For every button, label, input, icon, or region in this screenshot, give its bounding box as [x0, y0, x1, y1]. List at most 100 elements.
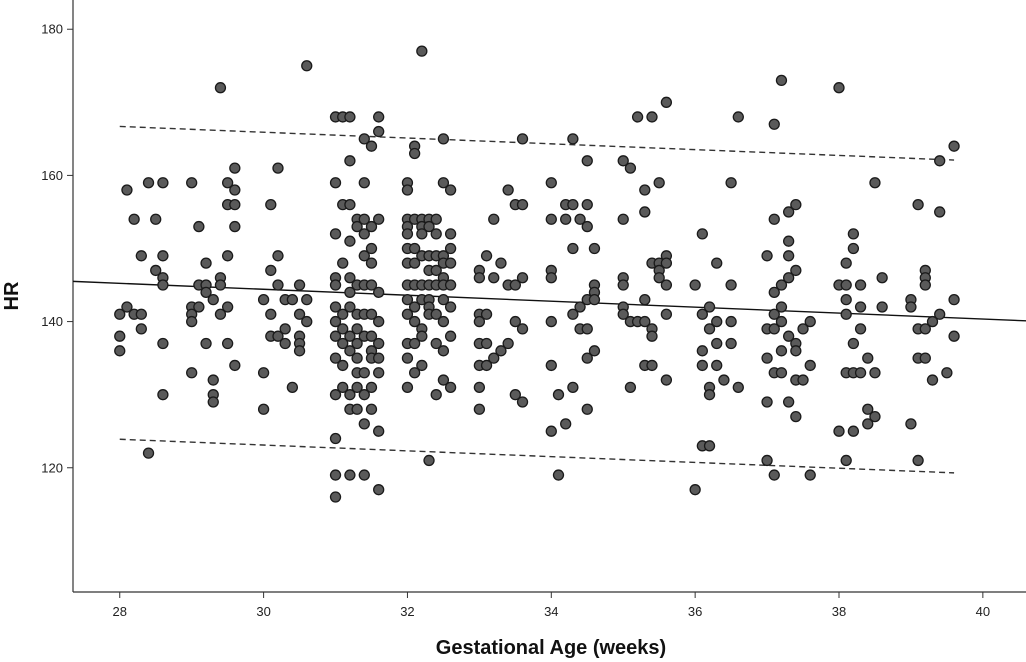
data-point: [567, 381, 579, 394]
data-point: [761, 396, 773, 408]
data-point: [408, 242, 421, 255]
data-point: [775, 367, 788, 379]
data-point: [344, 155, 356, 167]
data-point: [200, 286, 212, 298]
data-point: [207, 374, 219, 386]
data-point: [718, 374, 730, 386]
data-point: [186, 315, 198, 328]
data-point: [257, 367, 270, 379]
data-point: [926, 315, 939, 328]
data-point: [401, 381, 414, 394]
data-point: [128, 213, 140, 225]
lower-interval-line: [119, 438, 955, 474]
data-point: [142, 447, 155, 459]
data-point: [444, 279, 457, 291]
data-point: [293, 279, 306, 291]
data-point: [157, 250, 169, 262]
data-point: [840, 257, 852, 269]
data-point: [344, 345, 356, 357]
data-point: [373, 352, 385, 364]
data-point: [157, 389, 169, 401]
data-point: [408, 147, 421, 160]
data-point: [229, 359, 241, 372]
data-point: [711, 359, 723, 372]
data-point: [293, 308, 306, 320]
data-point: [581, 403, 593, 415]
data-point: [761, 352, 773, 364]
data-point: [588, 294, 601, 306]
data-point: [444, 184, 457, 196]
data-point: [545, 272, 557, 284]
ticks: 28 30 32 34 36 38 40 120 140 160 180: [41, 22, 990, 619]
data-point: [265, 308, 277, 320]
data-point: [574, 213, 586, 225]
data-point: [365, 140, 378, 152]
data-point: [444, 228, 457, 240]
data-point: [516, 272, 529, 284]
data-point: [351, 323, 363, 335]
data-point: [344, 272, 356, 284]
data-point: [430, 308, 442, 320]
data-point: [847, 242, 860, 255]
data-point: [408, 315, 421, 328]
data-point: [768, 323, 780, 335]
data-point: [365, 242, 378, 255]
data-point: [588, 345, 601, 357]
x-tick-label: 32: [400, 604, 414, 619]
data-point: [221, 250, 234, 262]
data-point: [337, 257, 349, 269]
data-point: [279, 337, 291, 350]
data-point: [358, 133, 370, 145]
data-point: [516, 133, 529, 145]
data-point: [790, 264, 802, 277]
data-point: [862, 418, 874, 430]
data-point: [833, 82, 845, 94]
data-point: [401, 184, 414, 196]
data-point: [401, 352, 414, 364]
data-point: [833, 425, 845, 437]
data-point: [660, 257, 673, 269]
data-point: [768, 469, 780, 481]
data-point: [437, 374, 450, 386]
data-point: [114, 345, 126, 357]
data-point: [373, 213, 385, 225]
data-point: [416, 359, 428, 372]
data-point: [293, 345, 306, 357]
data-point: [639, 206, 651, 218]
data-point: [545, 315, 557, 328]
data-point: [408, 367, 421, 379]
data-point: [365, 279, 378, 291]
data-point: [653, 177, 665, 189]
data-point: [358, 228, 370, 240]
x-tick-label: 30: [256, 604, 270, 619]
data-point: [480, 359, 493, 372]
data-point: [157, 177, 169, 189]
data-point: [329, 432, 342, 445]
data-point: [790, 198, 802, 211]
data-point: [862, 352, 874, 364]
data-point: [775, 315, 788, 328]
data-point: [782, 396, 795, 408]
data-point: [373, 315, 385, 328]
data-point: [279, 323, 291, 335]
data-point: [193, 220, 205, 233]
data-point: [509, 315, 521, 328]
data-point: [221, 337, 234, 350]
data-point: [301, 294, 313, 306]
data-point: [480, 337, 493, 350]
data-point: [351, 381, 363, 394]
data-point: [689, 279, 701, 291]
data-point: [157, 337, 169, 350]
data-point: [257, 403, 270, 415]
data-point: [854, 279, 867, 291]
x-tick-label: 38: [832, 604, 846, 619]
data-point: [135, 323, 147, 335]
x-tick-label: 28: [113, 604, 127, 619]
data-point: [934, 155, 946, 167]
data-point: [408, 257, 421, 269]
data-point: [229, 198, 241, 211]
data-point: [854, 323, 867, 335]
data-point: [624, 162, 637, 174]
data-point: [221, 177, 234, 189]
data-point: [401, 308, 414, 320]
